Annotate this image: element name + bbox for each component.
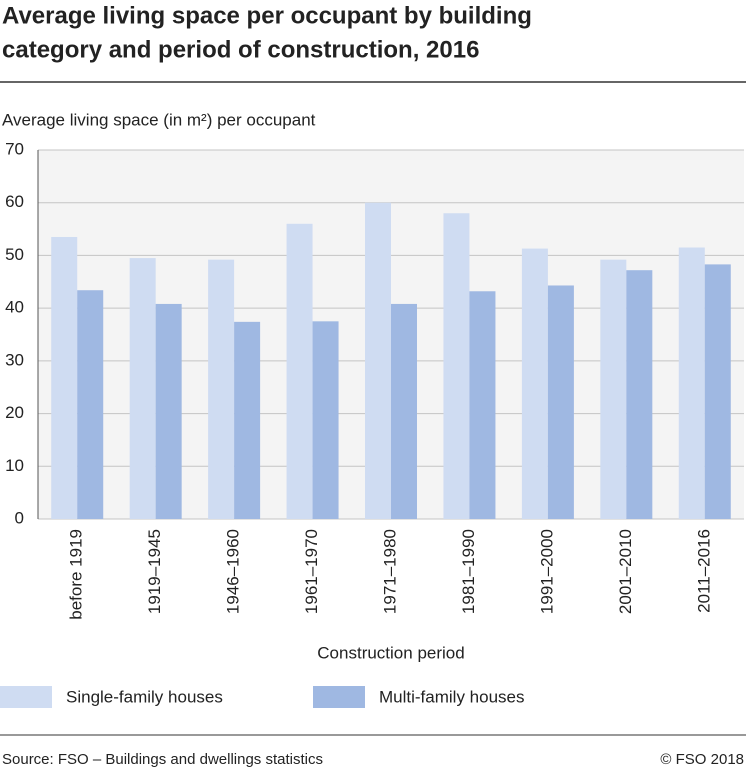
credit: © FSO 2018 <box>660 751 744 768</box>
bar <box>600 259 627 519</box>
bar <box>704 264 731 519</box>
y-tick-label: 20 <box>5 403 24 422</box>
x-tick-label: 1961–1970 <box>302 529 321 614</box>
bar <box>286 223 313 520</box>
y-axis-label: Average living space (in m²) per occupan… <box>2 110 316 129</box>
x-tick-label: 1971–1980 <box>380 529 399 614</box>
bar <box>129 258 156 519</box>
x-tick-label: 2001–2010 <box>616 529 635 614</box>
bar <box>208 259 235 519</box>
legend-label: Single-family houses <box>66 687 223 706</box>
legend-swatch <box>0 686 52 708</box>
y-tick-label: 0 <box>15 508 24 527</box>
bar <box>469 291 496 519</box>
bar <box>443 213 470 519</box>
x-tick-label: 1981–1990 <box>459 529 478 614</box>
bar <box>391 303 417 519</box>
bar <box>51 236 78 519</box>
y-tick-label: 50 <box>5 245 24 264</box>
x-tick-label: 1919–1945 <box>145 529 164 614</box>
bar <box>547 285 574 519</box>
legend-label: Multi-family houses <box>379 687 525 706</box>
x-tick-label: 1991–2000 <box>537 529 556 614</box>
chart-title: category and period of construction, 201… <box>2 36 479 63</box>
y-tick-label: 60 <box>5 192 24 211</box>
legend-swatch <box>313 686 365 708</box>
source: Source: FSO – Buildings and dwellings st… <box>2 751 323 768</box>
y-tick-label: 30 <box>5 350 24 369</box>
bar <box>626 270 653 519</box>
bar <box>365 202 391 519</box>
chart-title: Average living space per occupant by bui… <box>2 2 532 29</box>
bar <box>312 321 339 519</box>
y-tick-label: 70 <box>5 139 24 158</box>
bar <box>234 321 261 519</box>
x-tick-label: before 1919 <box>67 529 86 620</box>
x-axis-label: Construction period <box>317 643 464 662</box>
x-tick-label: 1946–1960 <box>224 529 243 614</box>
bar <box>155 303 182 519</box>
bar <box>77 290 104 519</box>
bar <box>521 248 548 519</box>
y-tick-label: 10 <box>5 456 24 475</box>
x-tick-label: 2011–2016 <box>694 529 713 613</box>
y-tick-label: 40 <box>5 298 24 317</box>
bar <box>678 247 705 519</box>
